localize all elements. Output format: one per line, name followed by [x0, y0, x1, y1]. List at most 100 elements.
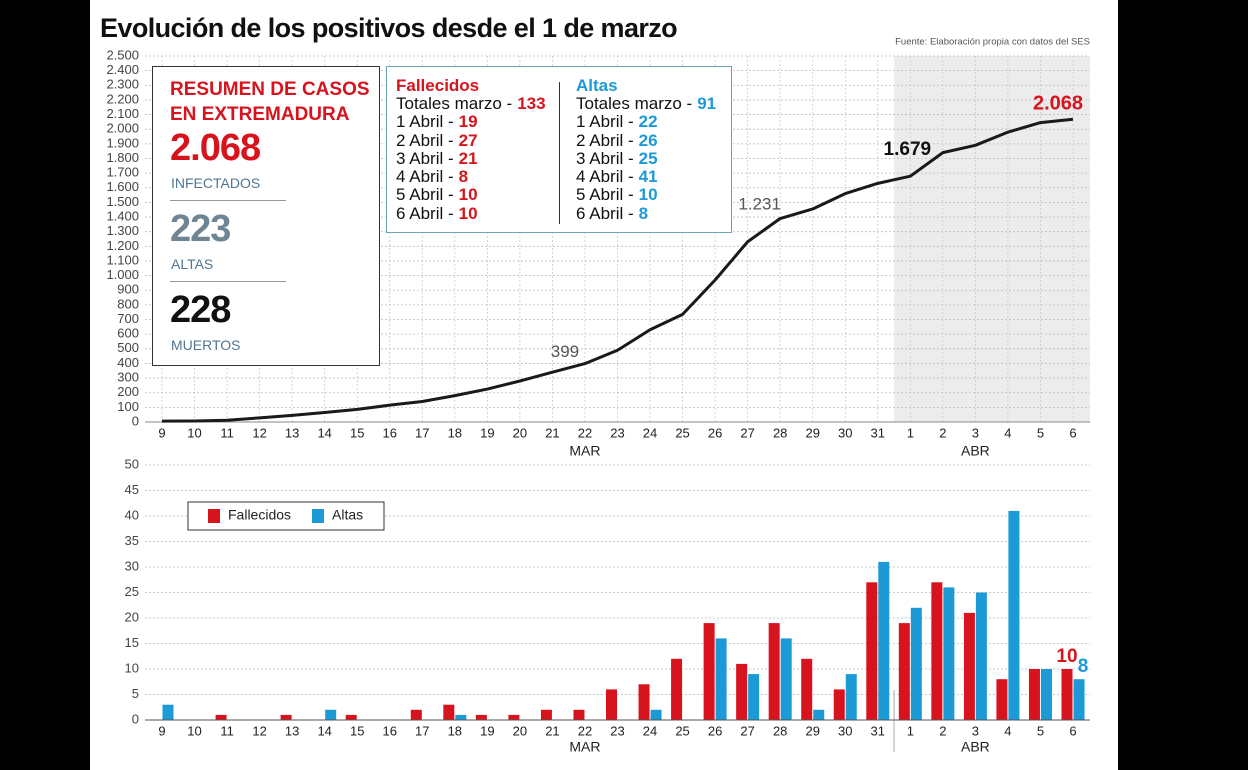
value-label: 2.068 [1033, 93, 1083, 115]
bar [833, 689, 845, 720]
y-tick-label: 30 [125, 558, 139, 573]
y-tick-label: 5 [132, 686, 139, 701]
summary-label: ALTAS [171, 256, 214, 272]
details-row: 3 Abril -21 [396, 148, 546, 168]
y-tick-label: 1.200 [106, 238, 139, 253]
x-tick-label: 15 [350, 425, 364, 440]
x-tick-label: 14 [317, 425, 331, 440]
bar [650, 709, 662, 720]
summary-separator [170, 200, 286, 201]
row-value: 10 [458, 203, 478, 223]
x-tick-label: 24 [643, 425, 657, 440]
y-tick-label: 1.800 [106, 150, 139, 165]
separator [559, 82, 560, 224]
bar [573, 709, 585, 720]
x-tick-label: 23 [610, 425, 624, 440]
bar [443, 704, 455, 720]
x-tick-label: 1 [907, 425, 914, 440]
value-label: 10 [1056, 646, 1077, 667]
row-value: 27 [458, 130, 478, 150]
x-tick-label: 29 [805, 425, 819, 440]
x-tick-label: 28 [773, 425, 787, 440]
row-label: 2 Abril - [396, 130, 454, 150]
bar [215, 714, 227, 720]
x-tick-label: 20 [513, 425, 527, 440]
y-tick-label: 1.700 [106, 165, 139, 180]
row-value: 26 [638, 130, 658, 150]
y-tick-label: 15 [125, 635, 139, 650]
bar [1028, 669, 1040, 720]
x-tick-label: 23 [610, 723, 624, 738]
bar [943, 587, 955, 720]
summary-value: 228 [170, 289, 231, 331]
x-tick-label: 16 [383, 425, 397, 440]
summary-label: MUERTOS [171, 337, 241, 353]
x-tick-label: 3 [972, 425, 979, 440]
x-tick-label: 12 [252, 723, 266, 738]
details-row: 6 Abril -10 [396, 203, 546, 223]
bar [475, 714, 487, 720]
bar [996, 679, 1008, 720]
bar [671, 658, 683, 720]
details-column: Altas Totales marzo -91 1 Abril -22 2 Abril… [576, 77, 716, 223]
month-label: ABR [961, 443, 990, 459]
x-tick-label: 15 [350, 723, 364, 738]
legend-box [187, 501, 385, 531]
x-tick-label: 26 [708, 425, 722, 440]
row-value: 21 [458, 148, 478, 168]
x-tick-label: 30 [838, 425, 852, 440]
x-tick-label: 27 [740, 425, 754, 440]
summary-value: 223 [170, 208, 231, 250]
x-tick-label: 10 [187, 723, 201, 738]
bar [910, 607, 922, 720]
x-tick-label: 19 [480, 425, 494, 440]
bar [1073, 679, 1085, 720]
y-tick-label: 0 [132, 413, 139, 428]
details-row: 4 Abril -8 [396, 168, 546, 186]
x-tick-label: 11 [220, 425, 234, 440]
bar [768, 623, 780, 720]
y-tick-label: 2.500 [106, 47, 139, 62]
summary-box: RESUMEN DE CASOS EN EXTREMADURA 2.068 INF… [152, 66, 380, 366]
row-label: Totales marzo - [576, 94, 693, 113]
details-row: 5 Abril -10 [576, 186, 716, 204]
y-tick-label: 2.400 [106, 62, 139, 77]
x-tick-label: 3 [972, 723, 979, 738]
x-tick-label: 11 [220, 723, 234, 738]
details-row: 4 Abril -41 [576, 168, 716, 186]
x-tick-label: 17 [415, 425, 429, 440]
x-tick-label: 6 [1069, 723, 1076, 738]
y-tick-label: 900 [117, 282, 139, 297]
details-row: 2 Abril -26 [576, 130, 716, 150]
bar [801, 658, 813, 720]
bar [780, 638, 792, 720]
month-label: MAR [569, 739, 600, 755]
bar [325, 709, 337, 720]
bar [898, 623, 910, 720]
x-tick-label: 2 [939, 425, 946, 440]
month-label: ABR [961, 739, 990, 755]
x-tick-label: 31 [871, 723, 885, 738]
details-row: 3 Abril -25 [576, 149, 716, 168]
y-tick-label: 100 [117, 399, 139, 414]
bar [878, 561, 890, 720]
bar [975, 592, 987, 720]
row-label: 1 Abril - [396, 112, 454, 132]
x-tick-label: 29 [805, 723, 819, 738]
bar [508, 714, 520, 720]
bar [736, 663, 748, 720]
y-tick-label: 10 [125, 660, 139, 675]
details-row: 5 Abril -10 [396, 186, 546, 204]
y-tick-label: 1.600 [106, 179, 139, 194]
row-value: 91 [697, 94, 717, 113]
value-label: 8 [1078, 656, 1089, 677]
bar [540, 709, 552, 720]
y-tick-label: 400 [117, 355, 139, 370]
y-tick-label: 20 [125, 609, 139, 624]
x-tick-label: 16 [383, 723, 397, 738]
x-tick-label: 21 [545, 425, 559, 440]
row-label: 6 Abril - [396, 203, 454, 223]
summary-title: RESUMEN DE CASOS EN EXTREMADURA [170, 79, 370, 125]
